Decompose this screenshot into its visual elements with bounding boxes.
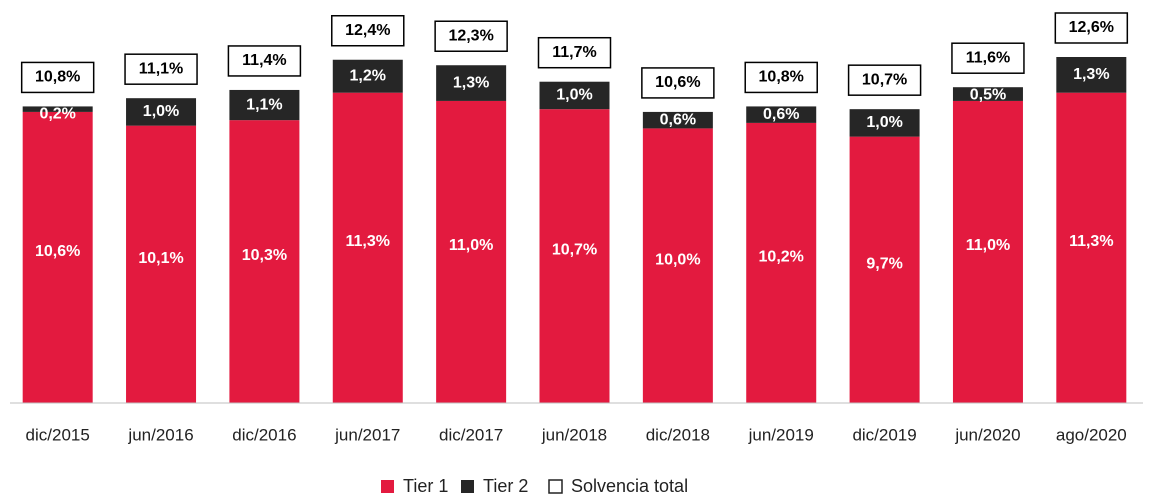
tier1-label: 10,6% [35, 243, 80, 260]
tier1-label: 10,1% [138, 250, 183, 267]
legend-swatch [461, 480, 474, 493]
tier1-bar [436, 100, 507, 403]
tier2-bar [436, 65, 507, 101]
legend-label: Solvencia total [571, 476, 688, 496]
tier1-label: 10,2% [759, 249, 804, 266]
legend-item: Solvencia total [548, 476, 688, 496]
tier1-label: 11,3% [1069, 233, 1113, 250]
tier1-bar [126, 125, 197, 404]
tier1-label: 11,0% [966, 237, 1010, 254]
total-box [847, 64, 922, 96]
total-box [20, 61, 95, 94]
total-label: 10,6% [655, 74, 700, 91]
x-tick-label: jun/2017 [334, 425, 400, 444]
total-box [1054, 12, 1129, 44]
tier1-bar [849, 136, 920, 403]
x-tick-label: jun/2016 [127, 425, 193, 444]
total-box [641, 67, 715, 99]
total-label: 11,7% [552, 44, 596, 61]
legend-item: Tier 1 [381, 476, 448, 496]
legend-label: Tier 1 [403, 476, 448, 496]
tier2-bar [1056, 57, 1127, 93]
total-label: 11,4% [242, 52, 286, 69]
legend-swatch [548, 479, 563, 494]
total-label: 10,8% [35, 69, 80, 86]
tier1-label: 11,3% [346, 233, 390, 250]
total-box [227, 45, 302, 77]
total-box [537, 36, 612, 69]
tier1-bar [332, 92, 403, 403]
tier2-bar [229, 89, 300, 121]
total-label: 12,4% [345, 22, 390, 39]
legend-item: Tier 2 [461, 476, 528, 496]
tier2-label: 1,0% [556, 87, 592, 104]
total-label: 12,6% [1069, 19, 1114, 36]
total-label: 10,7% [862, 71, 907, 88]
total-label: 12,3% [448, 27, 493, 44]
tier2-bar [332, 59, 403, 93]
legend-swatch [381, 480, 394, 493]
total-box [331, 14, 405, 47]
x-tick-label: dic/2017 [439, 425, 503, 444]
tier2-label: 1,0% [866, 114, 902, 131]
tier1-label: 10,7% [552, 241, 597, 258]
x-tick-label: dic/2019 [852, 425, 916, 444]
tier1-bar [746, 122, 817, 404]
total-box [744, 61, 818, 94]
tier1-label: 11,0% [449, 237, 493, 254]
tier1-label: 9,7% [866, 256, 902, 273]
tier2-label: 1,3% [453, 74, 489, 91]
x-tick-label: jun/2020 [954, 425, 1020, 444]
tier1-bar [539, 109, 610, 403]
tier1-bar [952, 100, 1023, 403]
tier1-bar [22, 111, 93, 404]
tier2-label: 1,3% [1073, 66, 1109, 83]
tier2-label: 0,6% [660, 111, 696, 128]
tier1-label: 10,3% [242, 247, 287, 264]
tier2-bar [952, 87, 1023, 101]
tier2-label: 0,2% [39, 106, 75, 123]
total-label: 11,6% [966, 49, 1010, 66]
tier2-bar [642, 111, 713, 129]
tier1-bar [642, 128, 713, 403]
tier1-label: 10,0% [655, 251, 700, 268]
total-box [434, 20, 508, 52]
tier2-label: 1,1% [246, 96, 282, 113]
total-box [124, 53, 198, 85]
tier2-bar [22, 106, 93, 112]
tier2-label: 0,6% [763, 106, 799, 123]
tier2-label: 0,5% [970, 86, 1006, 103]
total-box [951, 42, 1025, 74]
legend-label: Tier 2 [483, 476, 528, 496]
tier1-bar [1056, 92, 1127, 403]
tier1-bar [229, 120, 300, 404]
total-label: 10,8% [759, 69, 804, 86]
x-tick-label: dic/2015 [26, 425, 90, 444]
tier2-label: 1,0% [143, 103, 179, 120]
tier2-bar [539, 81, 610, 110]
x-tick-label: dic/2016 [232, 425, 296, 444]
tier2-bar [746, 106, 817, 123]
x-tick-label: jun/2019 [748, 425, 814, 444]
tier2-label: 1,2% [350, 67, 386, 84]
tier2-bar [849, 109, 920, 137]
tier2-bar [126, 98, 197, 126]
total-label: 11,1% [139, 60, 183, 77]
x-tick-label: dic/2018 [646, 425, 710, 444]
x-tick-label: jun/2018 [541, 425, 607, 444]
x-tick-label: ago/2020 [1056, 425, 1127, 444]
